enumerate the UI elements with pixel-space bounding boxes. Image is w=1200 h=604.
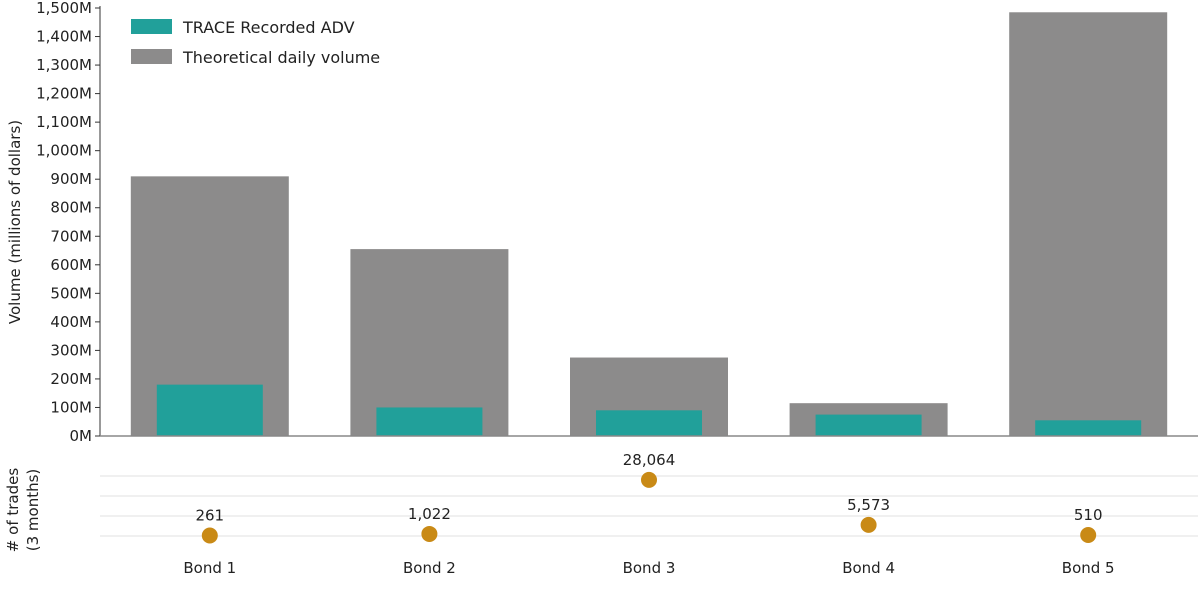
trades-data-label: 510 <box>1074 506 1103 524</box>
x-category-label: Bond 3 <box>623 559 676 577</box>
trades-data-label: 261 <box>195 506 224 524</box>
y-tick-label: 600M <box>50 256 92 274</box>
y-tick-label: 800M <box>50 199 92 217</box>
y-axis-label-trades-line2: (3 months) <box>24 469 42 552</box>
bar-trace-4 <box>815 414 922 436</box>
trades-data-label: 5,573 <box>847 496 890 514</box>
trades-data-label: 1,022 <box>408 505 451 523</box>
x-category-label: Bond 1 <box>183 559 236 577</box>
legend-label-trace: TRACE Recorded ADV <box>182 18 355 37</box>
trades-dot-2 <box>421 525 438 542</box>
bar-trace-3 <box>596 410 702 436</box>
y-axis-label-trades-line1: # of trades <box>4 468 22 553</box>
y-tick-label: 1,300M <box>36 56 92 74</box>
y-tick-label: 100M <box>50 398 92 416</box>
bar-trace-5 <box>1035 420 1142 436</box>
trades-dot-5 <box>1080 526 1097 543</box>
trades-dot-3 <box>641 471 657 488</box>
trades-dot-4 <box>860 516 877 533</box>
bar-trace-2 <box>376 407 483 436</box>
y-tick-label: 0M <box>70 427 93 445</box>
x-category-label: Bond 5 <box>1062 559 1115 577</box>
bar-trace-1 <box>156 384 263 436</box>
x-category-label: Bond 4 <box>842 559 895 577</box>
y-axis-title: Volume (millions of dollars) # of trades… <box>4 120 42 552</box>
y-tick-label: 1,500M <box>36 0 92 17</box>
y-tick-label: 1,100M <box>36 113 92 131</box>
y-tick-label: 300M <box>50 341 92 359</box>
legend-label-theoretical: Theoretical daily volume <box>182 48 380 67</box>
bar-theoretical-2 <box>350 249 509 436</box>
y-tick-label: 400M <box>50 313 92 331</box>
y-tick-label: 900M <box>50 170 92 188</box>
y-axis-label-volume: Volume (millions of dollars) <box>6 120 24 324</box>
legend-swatch-theoretical <box>131 49 172 64</box>
legend: TRACE Recorded ADV Theoretical daily vol… <box>131 18 380 67</box>
trades-data-label: 28,064 <box>623 451 676 469</box>
y-tick-label: 700M <box>50 227 92 245</box>
y-tick-label: 1,000M <box>36 142 92 160</box>
y-tick-label: 1,200M <box>36 85 92 103</box>
y-tick-label: 1,400M <box>36 28 92 46</box>
x-category-label: Bond 2 <box>403 559 456 577</box>
trades-dot-1 <box>201 527 218 544</box>
y-tick-label: 200M <box>50 370 92 388</box>
bar-theoretical-5 <box>1009 12 1168 437</box>
y-tick-label: 500M <box>50 284 92 302</box>
legend-swatch-trace <box>131 19 172 34</box>
